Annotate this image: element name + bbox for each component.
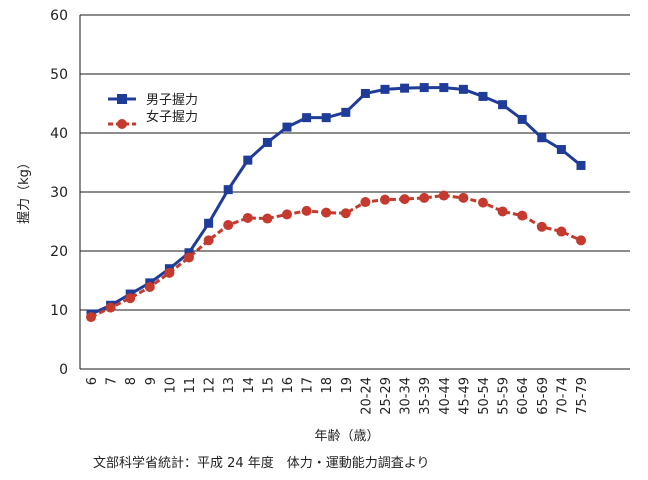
y-tick-label: 30 <box>50 185 68 201</box>
data-point <box>537 133 547 143</box>
data-point <box>223 185 233 195</box>
x-tick-label: 50-54 <box>477 377 492 415</box>
y-tick-label: 60 <box>50 8 68 24</box>
y-tick-label: 50 <box>50 67 68 83</box>
legend-item-male: 男子握力 <box>108 93 198 108</box>
data-point <box>223 220 234 231</box>
data-point <box>478 91 488 101</box>
data-point <box>282 122 292 132</box>
y-axis-label: 握力（kg） <box>17 156 32 224</box>
legend-item-female: 女子握力 <box>108 109 198 129</box>
data-point <box>576 160 586 170</box>
x-tick-label: 60-64 <box>516 377 531 415</box>
x-tick-label: 17 <box>301 377 316 394</box>
source-note: 文部科学省統計：平成 24 年度 体力・運動能力調査より <box>93 456 430 471</box>
legend-label-male: 男子握力 <box>146 93 198 108</box>
data-point <box>380 84 390 94</box>
x-tick-label: 19 <box>340 377 355 394</box>
x-tick-label: 30-34 <box>399 377 414 415</box>
data-point <box>536 221 547 232</box>
data-point <box>556 145 566 155</box>
x-axis-ticks: 6 7 8 9 10 11 12 13 14 15 16 17 18 19 20-24 25-29 30-34 3… <box>85 377 590 415</box>
x-tick-label: 13 <box>222 377 237 394</box>
y-tick-label: 0 <box>59 362 68 378</box>
x-tick-label: 8 <box>124 377 139 385</box>
x-tick-label: 7 <box>105 377 120 385</box>
data-point <box>439 83 449 93</box>
data-point <box>360 88 370 98</box>
x-tick-label: 14 <box>242 377 257 394</box>
data-point <box>438 190 449 201</box>
data-point <box>400 83 410 93</box>
x-tick-label: 45-49 <box>457 377 472 415</box>
x-tick-label: 40-44 <box>438 377 453 415</box>
x-tick-label: 25-29 <box>379 377 394 415</box>
data-point <box>262 213 273 224</box>
data-point <box>517 210 528 221</box>
x-tick-label: 55-59 <box>497 377 512 415</box>
data-point <box>321 207 332 218</box>
x-tick-label: 9 <box>144 377 159 385</box>
data-point <box>242 212 253 223</box>
y-tick-label: 40 <box>50 126 68 142</box>
data-point <box>419 83 429 93</box>
data-point <box>243 155 253 165</box>
data-point <box>340 208 351 219</box>
data-point <box>497 206 508 217</box>
data-point <box>125 293 136 304</box>
legend: 男子握力 女子握力 <box>108 93 198 129</box>
data-point <box>144 281 155 292</box>
data-point <box>301 205 312 216</box>
y-tick-label: 10 <box>50 303 68 319</box>
data-point <box>360 197 371 208</box>
data-point <box>321 113 331 123</box>
x-tick-label: 70-74 <box>555 377 570 415</box>
data-point <box>478 197 488 208</box>
x-tick-label: 18 <box>320 377 335 394</box>
x-tick-label: 15 <box>261 377 276 394</box>
data-point <box>86 312 96 323</box>
grid-lines <box>80 14 630 311</box>
data-point <box>105 302 116 313</box>
data-point <box>204 218 214 228</box>
data-point <box>262 137 272 147</box>
x-tick-label: 16 <box>281 377 296 394</box>
data-point <box>556 226 567 237</box>
x-tick-label: 35-39 <box>418 377 433 415</box>
data-point <box>203 235 214 246</box>
x-tick-label: 65-69 <box>536 377 551 415</box>
data-point <box>380 194 390 205</box>
data-point <box>184 252 194 263</box>
legend-label-female: 女子握力 <box>146 109 198 125</box>
data-point <box>458 192 469 203</box>
series-line <box>90 194 582 319</box>
data-point <box>164 267 175 278</box>
axes <box>79 15 630 370</box>
data-point <box>517 114 527 124</box>
data-point <box>458 84 468 94</box>
data-point <box>302 113 312 123</box>
x-tick-label: 11 <box>183 377 198 394</box>
y-tick-label: 20 <box>50 244 68 260</box>
x-tick-label: 12 <box>203 377 218 394</box>
data-point <box>341 107 351 117</box>
data-point <box>399 194 410 205</box>
x-axis-label: 年齢（歳） <box>314 429 379 444</box>
x-tick-label: 6 <box>85 377 100 385</box>
x-tick-label: 20-24 <box>359 377 374 415</box>
data-point <box>576 235 586 246</box>
x-tick-label: 10 <box>163 377 178 394</box>
data-point <box>282 209 292 220</box>
series-layer <box>86 83 586 323</box>
y-axis-ticks: 0 10 20 30 40 50 60 <box>50 8 68 378</box>
data-point <box>419 192 430 203</box>
data-point <box>498 100 508 110</box>
x-tick-label: 75-79 <box>575 377 590 415</box>
series-1 <box>86 190 586 323</box>
